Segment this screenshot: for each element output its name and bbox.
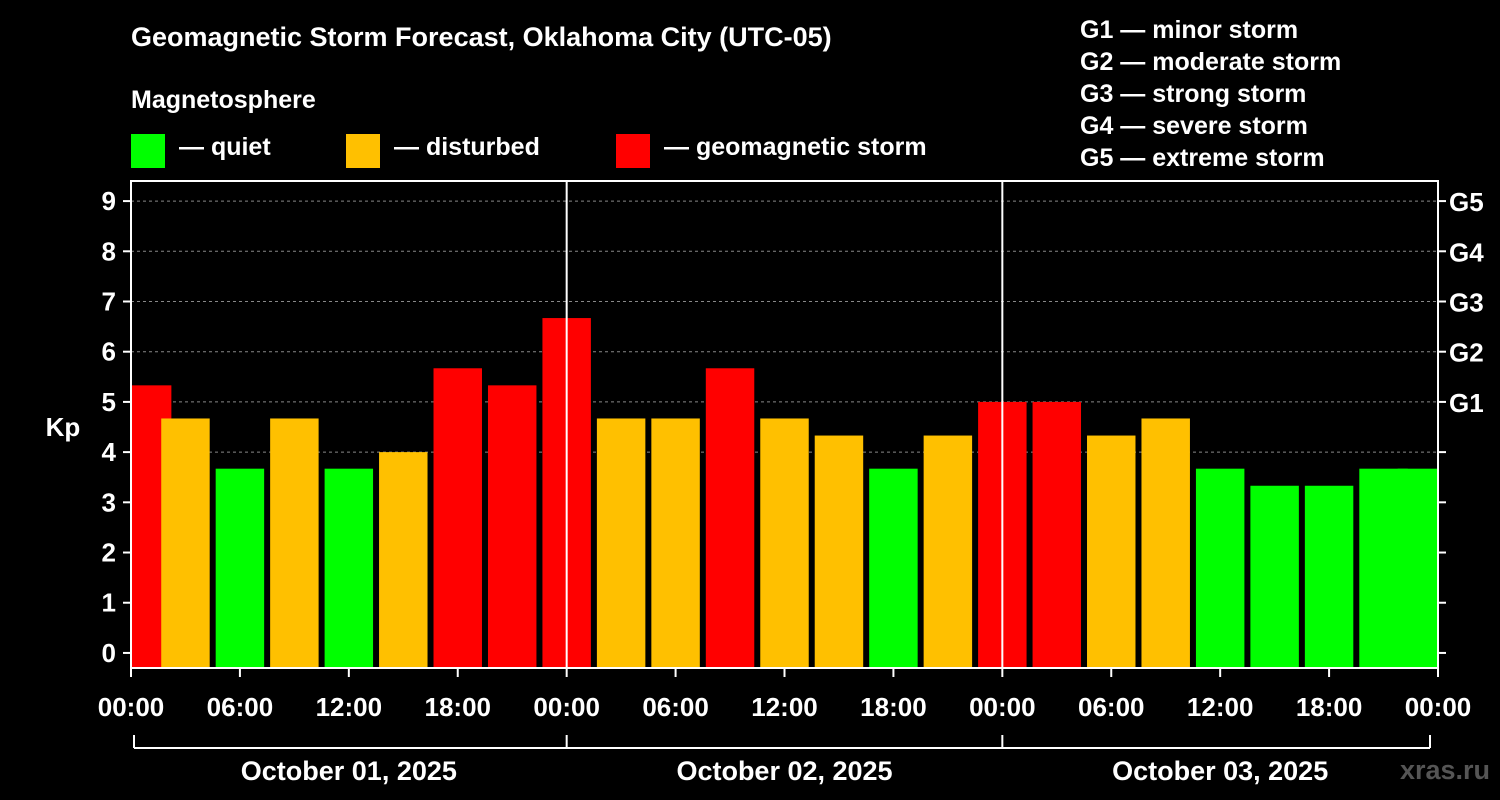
kp-bar: [705, 368, 755, 668]
y-tick-label: 7: [102, 286, 116, 316]
kp-bar: [1032, 401, 1082, 668]
g-scale-label: G5: [1449, 187, 1484, 217]
kp-bar: [1087, 435, 1136, 668]
kp-bar: [1195, 468, 1245, 668]
legend-swatch-quiet: [131, 134, 165, 168]
scale-g5: G5 — extreme storm: [1080, 144, 1325, 172]
kp-bar: [923, 435, 973, 668]
watermark: xras.ru: [1399, 755, 1490, 785]
kp-bar: [1397, 468, 1438, 668]
y-tick-label: 2: [102, 538, 116, 568]
date-label: October 03, 2025: [1112, 756, 1328, 786]
g-scale-label: G4: [1449, 237, 1484, 267]
x-tick-label: 06:00: [207, 692, 274, 722]
x-tick-label: 12:00: [1187, 692, 1254, 722]
scale-g3: G3 — strong storm: [1080, 80, 1307, 108]
kp-bar: [814, 435, 864, 668]
kp-bar: [215, 468, 265, 668]
g-scale-label: G1: [1449, 388, 1484, 418]
y-tick-label: 3: [102, 487, 116, 517]
x-tick-label: 12:00: [751, 692, 818, 722]
x-tick-label: 00:00: [533, 692, 600, 722]
kp-bar: [596, 418, 646, 668]
y-tick-label: 0: [102, 638, 116, 668]
y-tick-label: 9: [102, 186, 116, 216]
x-tick-label: 00:00: [98, 692, 165, 722]
y-tick-label: 5: [102, 387, 116, 417]
legend-label-disturbed: — disturbed: [394, 132, 540, 161]
legend-item-storm: — geomagnetic storm: [616, 132, 927, 168]
kp-bar: [379, 452, 428, 668]
x-tick-label: 06:00: [1078, 692, 1145, 722]
y-tick-label: 1: [102, 588, 116, 618]
kp-bar: [1141, 418, 1190, 668]
kp-bar: [270, 418, 319, 668]
kp-bar: [487, 385, 537, 668]
x-tick-label: 18:00: [860, 692, 927, 722]
kp-bar: [869, 468, 918, 668]
y-tick-label: 4: [102, 437, 117, 467]
y-tick-label: 6: [102, 337, 116, 367]
scale-g1: G1 — minor storm: [1080, 16, 1299, 44]
x-tick-label: 06:00: [642, 692, 709, 722]
legend-label-storm: — geomagnetic storm: [664, 132, 927, 161]
date-label: October 02, 2025: [676, 756, 892, 786]
g-scale-label: G3: [1449, 287, 1484, 317]
x-tick-label: 00:00: [969, 692, 1036, 722]
y-axis-label: Kp: [46, 412, 81, 442]
scale-g4: G4 — severe storm: [1080, 112, 1308, 140]
legend-swatch-storm: [616, 134, 650, 168]
kp-bar: [433, 368, 482, 668]
kp-bar: [161, 418, 210, 668]
chart-title: Geomagnetic Storm Forecast, Oklahoma Cit…: [131, 22, 832, 52]
legend-subtitle: Magnetosphere: [131, 86, 316, 114]
legend-item-disturbed: — disturbed: [346, 132, 540, 168]
scale-g2: G2 — moderate storm: [1080, 48, 1342, 76]
kp-bar: [324, 468, 374, 668]
x-tick-label: 00:00: [1405, 692, 1472, 722]
date-label: October 01, 2025: [241, 756, 457, 786]
x-tick-label: 18:00: [425, 692, 492, 722]
kp-bar: [1250, 485, 1299, 668]
storm-scale-legend: G1 — minor storm G2 — moderate storm G3 …: [1080, 14, 1341, 174]
x-tick-label: 18:00: [1296, 692, 1363, 722]
kp-bar: [1304, 485, 1354, 668]
legend-swatch-disturbed: [346, 134, 380, 168]
kp-bar: [760, 418, 809, 668]
x-tick-label: 12:00: [316, 692, 383, 722]
legend-item-quiet: — quiet: [131, 132, 271, 168]
kp-bar: [651, 418, 700, 668]
y-tick-label: 8: [102, 236, 116, 266]
g-scale-label: G2: [1449, 338, 1484, 368]
legend-label-quiet: — quiet: [179, 132, 271, 161]
